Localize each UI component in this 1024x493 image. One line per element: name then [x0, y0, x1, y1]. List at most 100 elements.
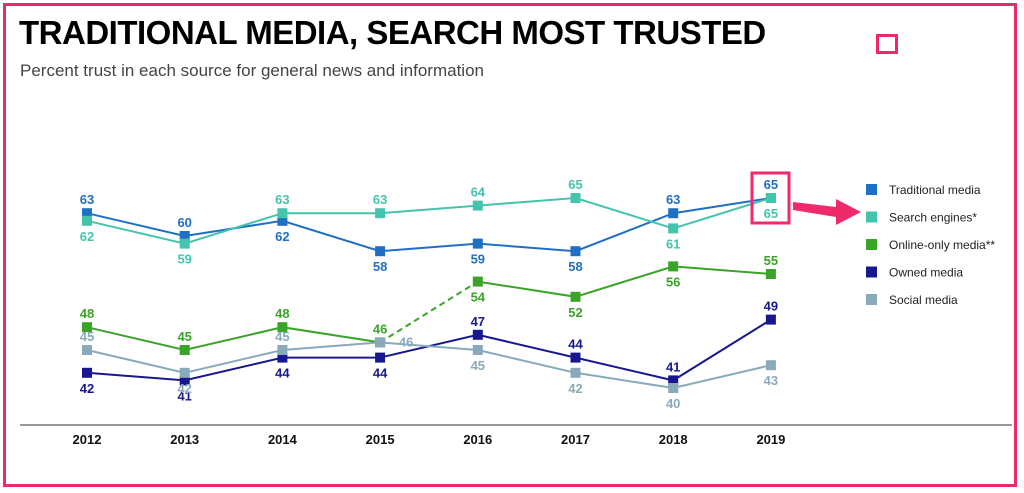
series-line — [86, 326, 381, 352]
data-point — [375, 208, 386, 219]
data-point — [765, 269, 776, 279]
x-tick-label: 2017 — [561, 432, 590, 447]
data-point — [668, 208, 679, 219]
data-point — [472, 238, 483, 249]
data-point — [179, 231, 190, 241]
chart-title: TRADITIONAL MEDIA, SEARCH MOST TRUSTED — [19, 14, 766, 51]
data-point — [570, 246, 581, 257]
data-point — [765, 193, 776, 203]
x-tick-label: 2018 — [659, 432, 688, 447]
x-axis: 2012 2013 2014 2015 2016 2017 2018 2019 — [20, 424, 1012, 447]
x-tick-label: 2014 — [268, 432, 298, 447]
data-label: 65 — [764, 206, 778, 221]
data-label: 63 — [275, 192, 289, 207]
data-label: 52 — [568, 305, 582, 320]
data-point — [82, 208, 92, 219]
legend-label: Traditional media — [889, 183, 981, 197]
legend-swatch — [866, 211, 877, 223]
data-point — [765, 314, 776, 325]
legend-swatch — [866, 184, 877, 195]
data-label: 65 — [568, 177, 582, 192]
data-label: 65 — [764, 177, 778, 192]
data-label: 42 — [177, 381, 191, 396]
data-label: 43 — [764, 373, 778, 388]
data-label: 58 — [568, 259, 582, 274]
data-point — [277, 215, 288, 226]
data-point — [765, 360, 776, 371]
data-label: 58 — [373, 259, 387, 274]
highlight-square-icon — [876, 34, 898, 54]
legend-swatch — [866, 294, 877, 305]
data-label: 44 — [373, 366, 388, 381]
data-label: 59 — [177, 252, 191, 267]
data-point — [570, 352, 581, 363]
series-line — [477, 265, 771, 298]
data-label: 45 — [80, 329, 94, 344]
data-label: 55 — [764, 253, 778, 268]
data-point — [82, 345, 92, 355]
legend: Traditional media Search engines* Online-o… — [866, 183, 995, 307]
data-label: 49 — [764, 299, 778, 314]
data-label: 46 — [373, 321, 387, 336]
x-tick-label: 2019 — [756, 432, 785, 447]
series-line — [86, 197, 772, 253]
data-point — [179, 375, 190, 386]
data-label: 62 — [80, 229, 94, 244]
data-label: 62 — [275, 229, 289, 244]
data-label: 56 — [666, 274, 680, 289]
x-tick-label: 2016 — [463, 432, 492, 447]
data-point — [82, 367, 92, 378]
legend-label: Online-only media** — [889, 238, 995, 252]
legend-swatch — [866, 239, 877, 250]
legend-label: Social media — [889, 293, 958, 307]
x-tick-label: 2012 — [73, 432, 102, 447]
data-point — [472, 345, 483, 355]
series-points — [82, 193, 776, 393]
data-label: 44 — [275, 366, 290, 381]
data-label: 41 — [666, 359, 680, 374]
legend-label: Owned media — [889, 266, 963, 280]
data-point — [570, 193, 581, 203]
data-point — [570, 367, 581, 378]
data-point — [375, 246, 386, 257]
data-label: 64 — [471, 185, 486, 200]
legend-label: Search engines* — [889, 211, 977, 225]
data-point — [668, 375, 679, 386]
data-label: 41 — [177, 388, 191, 403]
arrow-icon — [793, 199, 861, 225]
data-label: 48 — [80, 306, 94, 321]
data-label: 54 — [471, 290, 486, 305]
data-label: 44 — [568, 337, 583, 352]
data-label: 45 — [177, 329, 191, 344]
data-point — [570, 291, 581, 302]
data-label: 60 — [177, 215, 191, 230]
data-point — [277, 352, 288, 363]
data-label: 63 — [373, 192, 387, 207]
data-label: 59 — [471, 252, 485, 267]
data-label: 45 — [471, 358, 485, 373]
data-label: 45 — [275, 329, 289, 344]
data-label: 63 — [80, 192, 94, 207]
annotation — [750, 171, 861, 225]
highlight-box — [750, 171, 791, 225]
data-point — [179, 367, 190, 378]
data-label: 46 — [399, 334, 413, 349]
data-point — [82, 322, 92, 333]
data-point — [668, 223, 679, 234]
data-point — [375, 352, 386, 363]
legend-swatch — [866, 266, 877, 278]
data-point — [375, 337, 386, 348]
data-point — [277, 322, 288, 333]
chart-frame — [3, 3, 1017, 487]
data-point — [472, 200, 483, 211]
data-point — [277, 345, 288, 355]
data-label: 63 — [666, 192, 680, 207]
data-label: 47 — [471, 314, 485, 329]
series-line-dashed — [379, 280, 479, 344]
data-point — [179, 238, 190, 249]
series-lines — [86, 196, 772, 390]
data-label: 42 — [80, 381, 94, 396]
data-labels: 63 60 62 58 59 58 63 65 62 59 63 63 64 65 61 65 48 45 48 46… — [80, 177, 778, 411]
x-tick-label: 2013 — [170, 432, 199, 447]
